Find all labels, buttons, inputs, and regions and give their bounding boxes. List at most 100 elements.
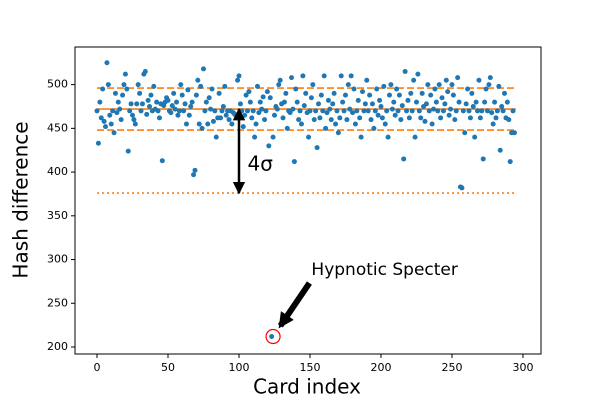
point — [450, 92, 456, 98]
point — [387, 92, 393, 98]
point — [317, 115, 323, 121]
point — [409, 108, 415, 114]
point — [229, 121, 235, 127]
point — [392, 112, 398, 118]
point — [351, 86, 357, 92]
y-tick-label: 200 — [47, 340, 68, 353]
point — [159, 158, 165, 164]
point — [372, 108, 378, 114]
point — [139, 101, 145, 107]
annotation-arrow — [277, 281, 312, 329]
point — [276, 82, 282, 88]
point — [179, 92, 185, 98]
point — [371, 125, 377, 131]
point — [422, 118, 428, 124]
point — [345, 82, 351, 88]
point — [111, 130, 117, 136]
point — [189, 99, 195, 105]
point — [418, 115, 424, 121]
point — [411, 77, 417, 83]
point — [257, 99, 263, 105]
point — [483, 86, 489, 92]
point — [222, 83, 228, 89]
point — [388, 82, 394, 88]
x-tick-label: 150 — [299, 361, 320, 374]
point — [308, 95, 314, 101]
point — [169, 103, 175, 109]
point — [277, 77, 283, 83]
point — [467, 115, 473, 121]
point — [327, 106, 333, 112]
point — [310, 82, 316, 88]
point — [105, 82, 111, 88]
y-tick-label: 450 — [47, 121, 68, 134]
point — [413, 99, 419, 105]
point — [243, 92, 249, 98]
point — [316, 101, 322, 107]
point — [135, 82, 141, 88]
point — [318, 92, 324, 98]
point — [198, 83, 204, 89]
point — [176, 108, 182, 114]
point — [94, 108, 100, 114]
y-axis-label: Hash difference — [9, 121, 33, 278]
point — [213, 134, 219, 140]
point — [368, 117, 374, 123]
y-tick-label: 500 — [47, 78, 68, 91]
point — [378, 103, 384, 109]
point — [298, 121, 304, 127]
point — [274, 106, 280, 112]
point — [253, 121, 259, 127]
point — [252, 134, 258, 140]
point — [262, 117, 268, 123]
point — [247, 99, 253, 105]
point — [504, 99, 510, 105]
point — [220, 103, 226, 109]
point — [492, 99, 498, 105]
point — [271, 112, 277, 118]
plot-frame — [74, 46, 542, 355]
point — [283, 90, 289, 96]
y-tick-label: 300 — [47, 253, 68, 266]
point — [202, 108, 208, 114]
point — [375, 112, 381, 118]
point — [405, 97, 411, 103]
point — [110, 108, 116, 114]
point — [254, 83, 260, 89]
point — [121, 82, 127, 88]
point — [423, 101, 429, 107]
point — [301, 103, 307, 109]
point — [480, 156, 486, 162]
point — [100, 86, 106, 92]
point — [98, 115, 104, 121]
point — [426, 108, 432, 114]
point — [455, 75, 461, 81]
point — [128, 101, 134, 107]
point — [493, 115, 499, 121]
point — [382, 121, 388, 127]
point — [114, 110, 120, 116]
point — [148, 92, 154, 98]
point — [507, 159, 513, 165]
point — [245, 108, 251, 114]
point — [293, 86, 299, 92]
point — [465, 86, 471, 92]
point — [452, 117, 458, 123]
point — [362, 101, 368, 107]
point — [456, 99, 462, 105]
point — [145, 97, 151, 103]
point — [296, 117, 302, 123]
point — [479, 108, 485, 114]
point — [236, 73, 242, 79]
point — [320, 108, 326, 114]
point — [266, 143, 272, 149]
point — [191, 172, 197, 178]
point — [475, 108, 481, 114]
point — [237, 101, 243, 107]
point — [131, 117, 137, 123]
point — [477, 115, 483, 121]
point — [354, 108, 360, 114]
point — [497, 147, 503, 153]
point — [435, 108, 441, 114]
point — [311, 117, 317, 123]
